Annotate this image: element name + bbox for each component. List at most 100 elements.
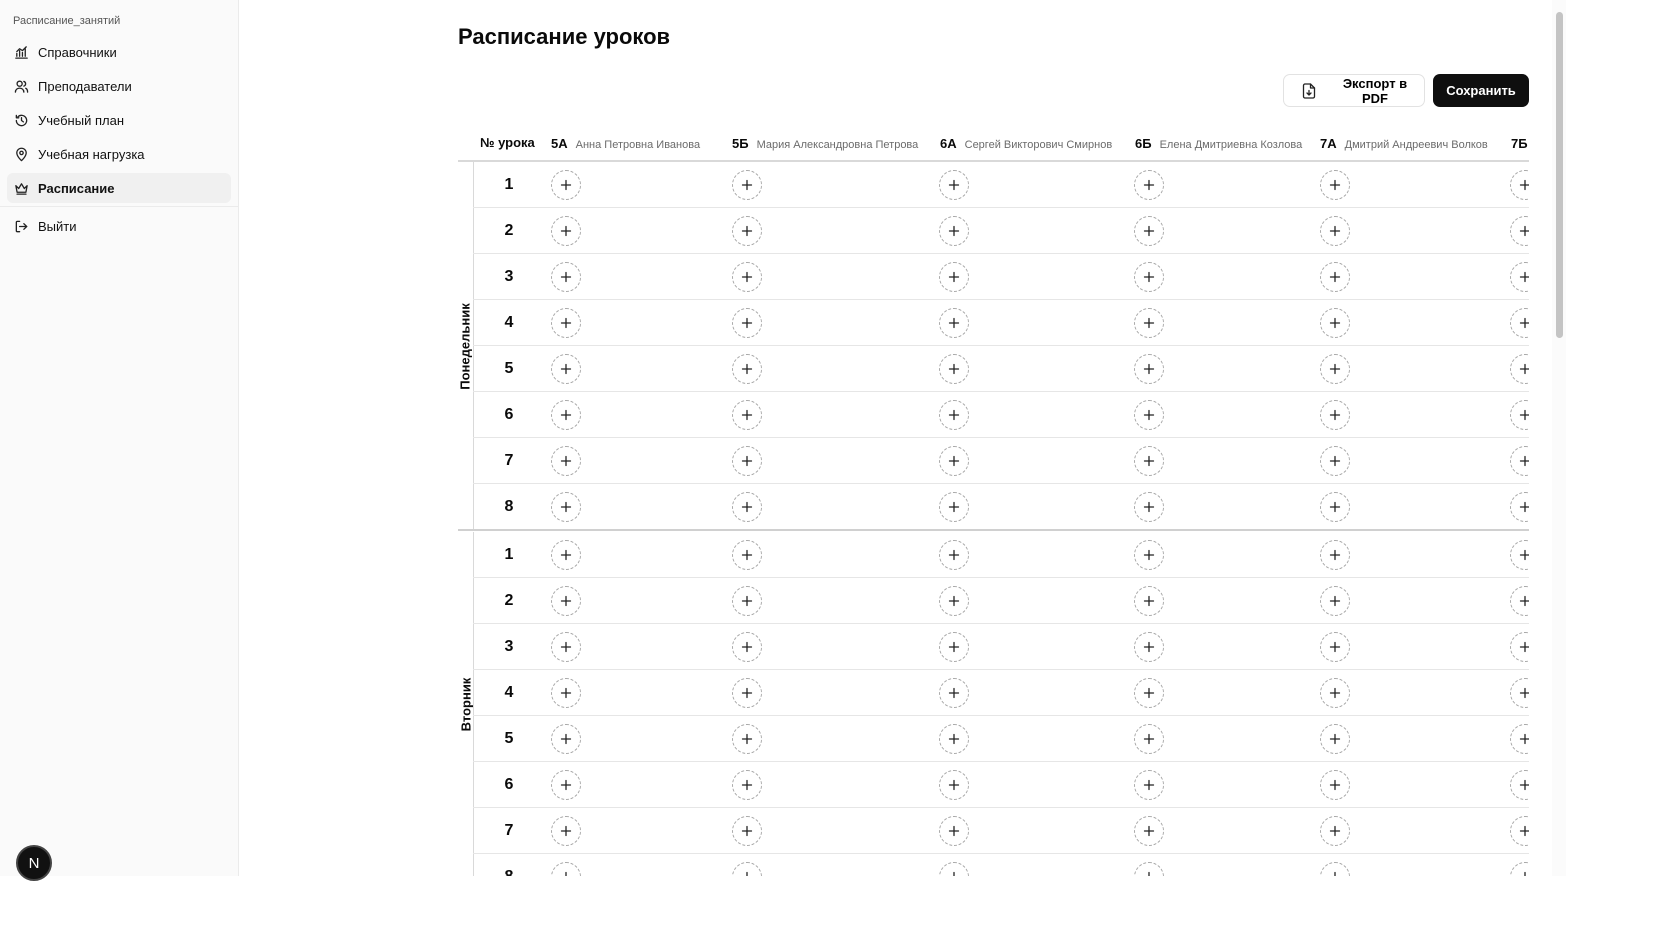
add-lesson-button[interactable] <box>732 678 762 708</box>
add-lesson-button[interactable] <box>732 862 762 876</box>
add-lesson-button[interactable] <box>939 170 969 200</box>
add-lesson-button[interactable] <box>1510 216 1529 246</box>
add-lesson-button[interactable] <box>1134 540 1164 570</box>
add-lesson-button[interactable] <box>551 586 581 616</box>
add-lesson-button[interactable] <box>1134 308 1164 338</box>
add-lesson-button[interactable] <box>939 308 969 338</box>
add-lesson-button[interactable] <box>732 216 762 246</box>
add-lesson-button[interactable] <box>1134 724 1164 754</box>
add-lesson-button[interactable] <box>939 862 969 876</box>
add-lesson-button[interactable] <box>939 492 969 522</box>
add-lesson-button[interactable] <box>1510 678 1529 708</box>
scrollbar-thumb[interactable] <box>1556 12 1563 338</box>
add-lesson-button[interactable] <box>1320 770 1350 800</box>
add-lesson-button[interactable] <box>939 816 969 846</box>
sidebar-item-schedule[interactable]: Расписание <box>7 173 231 203</box>
add-lesson-button[interactable] <box>1510 492 1529 522</box>
add-lesson-button[interactable] <box>551 492 581 522</box>
save-button[interactable]: Сохранить <box>1433 74 1529 107</box>
add-lesson-button[interactable] <box>939 586 969 616</box>
add-lesson-button[interactable] <box>1320 862 1350 876</box>
add-lesson-button[interactable] <box>939 354 969 384</box>
add-lesson-button[interactable] <box>1134 400 1164 430</box>
add-lesson-button[interactable] <box>1320 724 1350 754</box>
logout-button[interactable]: Выйти <box>7 211 231 241</box>
add-lesson-button[interactable] <box>1134 816 1164 846</box>
sidebar-item-teachers[interactable]: Преподаватели <box>7 71 231 101</box>
add-lesson-button[interactable] <box>551 446 581 476</box>
add-lesson-button[interactable] <box>1510 308 1529 338</box>
add-lesson-button[interactable] <box>551 262 581 292</box>
add-lesson-button[interactable] <box>939 400 969 430</box>
add-lesson-button[interactable] <box>551 678 581 708</box>
add-lesson-button[interactable] <box>551 170 581 200</box>
add-lesson-button[interactable] <box>1320 262 1350 292</box>
add-lesson-button[interactable] <box>1134 354 1164 384</box>
add-lesson-button[interactable] <box>1134 170 1164 200</box>
add-lesson-button[interactable] <box>1134 770 1164 800</box>
add-lesson-button[interactable] <box>551 400 581 430</box>
add-lesson-button[interactable] <box>1320 492 1350 522</box>
add-lesson-button[interactable] <box>1510 586 1529 616</box>
add-lesson-button[interactable] <box>732 586 762 616</box>
add-lesson-button[interactable] <box>939 770 969 800</box>
vertical-scrollbar[interactable] <box>1552 0 1566 876</box>
add-lesson-button[interactable] <box>939 724 969 754</box>
add-lesson-button[interactable] <box>1510 540 1529 570</box>
add-lesson-button[interactable] <box>939 540 969 570</box>
add-lesson-button[interactable] <box>1320 400 1350 430</box>
add-lesson-button[interactable] <box>551 354 581 384</box>
add-lesson-button[interactable] <box>1320 540 1350 570</box>
add-lesson-button[interactable] <box>1510 446 1529 476</box>
add-lesson-button[interactable] <box>551 770 581 800</box>
add-lesson-button[interactable] <box>732 724 762 754</box>
add-lesson-button[interactable] <box>1134 586 1164 616</box>
add-lesson-button[interactable] <box>1320 170 1350 200</box>
add-lesson-button[interactable] <box>732 770 762 800</box>
add-lesson-button[interactable] <box>1320 216 1350 246</box>
sidebar-item-curriculum[interactable]: Учебный план <box>7 105 231 135</box>
add-lesson-button[interactable] <box>1134 862 1164 876</box>
add-lesson-button[interactable] <box>1134 262 1164 292</box>
add-lesson-button[interactable] <box>1510 770 1529 800</box>
add-lesson-button[interactable] <box>939 216 969 246</box>
add-lesson-button[interactable] <box>1320 816 1350 846</box>
add-lesson-button[interactable] <box>1320 354 1350 384</box>
add-lesson-button[interactable] <box>1510 400 1529 430</box>
sidebar-item-workload[interactable]: Учебная нагрузка <box>7 139 231 169</box>
add-lesson-button[interactable] <box>1510 262 1529 292</box>
add-lesson-button[interactable] <box>939 678 969 708</box>
add-lesson-button[interactable] <box>1320 586 1350 616</box>
add-lesson-button[interactable] <box>551 216 581 246</box>
add-lesson-button[interactable] <box>1134 632 1164 662</box>
add-lesson-button[interactable] <box>1320 446 1350 476</box>
add-lesson-button[interactable] <box>551 540 581 570</box>
add-lesson-button[interactable] <box>732 540 762 570</box>
add-lesson-button[interactable] <box>1134 678 1164 708</box>
add-lesson-button[interactable] <box>939 446 969 476</box>
add-lesson-button[interactable] <box>732 400 762 430</box>
add-lesson-button[interactable] <box>732 170 762 200</box>
add-lesson-button[interactable] <box>732 632 762 662</box>
add-lesson-button[interactable] <box>1510 354 1529 384</box>
add-lesson-button[interactable] <box>1320 308 1350 338</box>
add-lesson-button[interactable] <box>1510 170 1529 200</box>
add-lesson-button[interactable] <box>732 446 762 476</box>
add-lesson-button[interactable] <box>551 816 581 846</box>
add-lesson-button[interactable] <box>1134 446 1164 476</box>
add-lesson-button[interactable] <box>939 632 969 662</box>
add-lesson-button[interactable] <box>732 492 762 522</box>
export-pdf-button[interactable]: Экспорт в PDF <box>1283 74 1425 107</box>
add-lesson-button[interactable] <box>551 632 581 662</box>
add-lesson-button[interactable] <box>1320 632 1350 662</box>
add-lesson-button[interactable] <box>1134 216 1164 246</box>
add-lesson-button[interactable] <box>732 354 762 384</box>
add-lesson-button[interactable] <box>1320 678 1350 708</box>
add-lesson-button[interactable] <box>1510 862 1529 876</box>
add-lesson-button[interactable] <box>1510 632 1529 662</box>
add-lesson-button[interactable] <box>551 308 581 338</box>
sidebar-item-reference[interactable]: Справочники <box>7 37 231 67</box>
add-lesson-button[interactable] <box>1134 492 1164 522</box>
add-lesson-button[interactable] <box>939 262 969 292</box>
add-lesson-button[interactable] <box>551 724 581 754</box>
